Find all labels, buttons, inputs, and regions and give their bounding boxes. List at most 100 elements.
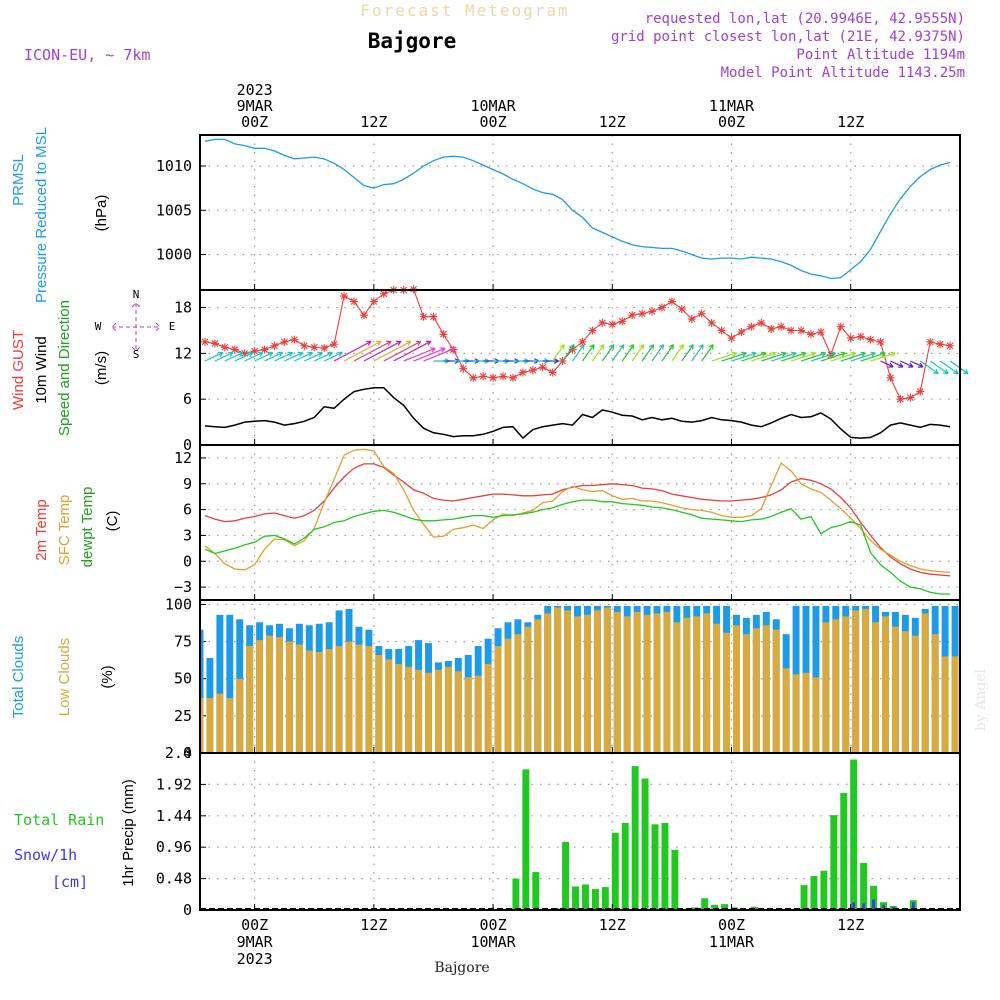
wind-direction-arrow xyxy=(641,344,655,362)
low-clouds-bar xyxy=(772,629,780,753)
low-clouds-bar xyxy=(464,677,472,753)
gust-marker xyxy=(359,311,368,320)
gust-marker xyxy=(856,332,865,341)
wind-direction-arrow xyxy=(621,344,635,362)
low-clouds-bar xyxy=(325,649,333,753)
pressure-label: Pressure Reduced to MSL xyxy=(33,127,50,303)
gust-marker xyxy=(866,335,875,344)
total-clouds-bar xyxy=(200,629,204,753)
gust-marker xyxy=(369,297,378,306)
gust-marker xyxy=(528,366,537,375)
low-clouds-bar xyxy=(653,613,661,753)
top-time-label: 2023 xyxy=(237,81,273,99)
bottom-time-label: 12Z xyxy=(360,916,387,934)
low-clouds-bar xyxy=(266,635,274,753)
low-clouds-bar xyxy=(514,634,522,753)
bottom-time-label: 00Z xyxy=(241,916,268,934)
low-clouds-bar xyxy=(315,651,323,753)
gust-marker xyxy=(618,317,627,326)
rain-bar xyxy=(532,872,540,910)
rain-bar xyxy=(512,878,520,910)
y-tick-label: 1005 xyxy=(156,201,192,219)
low-clouds-bar xyxy=(236,678,244,753)
y-tick-label: 100 xyxy=(165,595,192,613)
y-tick-label: 1010 xyxy=(156,157,192,175)
low-clouds-bar xyxy=(365,646,373,753)
compass-w: W xyxy=(95,320,102,333)
gust-marker xyxy=(270,341,279,350)
wind-direction-arrow xyxy=(850,351,876,362)
top-time-label: 9MAR xyxy=(237,97,274,115)
wind-direction-arrow xyxy=(542,358,559,364)
low-clouds-bar xyxy=(484,663,492,753)
temp-unit: (C) xyxy=(104,511,121,532)
rain-bar xyxy=(661,822,669,910)
low-clouds-bar xyxy=(732,625,740,753)
gust-marker xyxy=(200,337,209,346)
panel-background xyxy=(200,290,960,445)
y-tick-label: 0 xyxy=(183,552,192,570)
model-label: ICON-EU, ~ 7km xyxy=(24,46,150,64)
wind-direction-arrow xyxy=(919,360,939,375)
rain-label: Total Rain xyxy=(14,811,104,829)
rain-bar xyxy=(721,904,729,910)
model-point-altitude: Model Point Altitude 1143.25m xyxy=(721,65,965,81)
snow-bar xyxy=(911,902,915,910)
bottom-time-label: 2023 xyxy=(237,950,273,968)
low-clouds-bar xyxy=(593,610,601,753)
gust-marker xyxy=(439,330,448,339)
rain-bar xyxy=(641,778,649,910)
low-clouds-bar xyxy=(643,614,651,753)
low-clouds-bar xyxy=(703,613,711,753)
rain-bar xyxy=(810,875,818,910)
rain-bar xyxy=(562,841,570,910)
pressure-line xyxy=(204,138,951,280)
temp-sfc-line xyxy=(204,448,951,574)
wind-direction-arrow xyxy=(771,351,797,362)
snow-bar xyxy=(882,904,885,910)
rain-bar xyxy=(711,904,719,910)
y-tick-label: 0 xyxy=(183,436,192,454)
total-clouds-label: Total Clouds xyxy=(10,636,27,719)
wind-direction-arrow xyxy=(373,340,412,362)
gust-marker xyxy=(677,305,686,314)
gust-marker xyxy=(320,344,329,353)
gust-marker xyxy=(936,340,945,349)
gust-marker xyxy=(717,326,726,335)
low-clouds-bar xyxy=(474,675,482,753)
wind-direction-arrow xyxy=(830,351,857,362)
gust-marker xyxy=(777,322,786,331)
panel-border xyxy=(199,752,961,911)
gust-marker xyxy=(816,327,825,336)
wind-direction-arrow xyxy=(721,351,747,362)
low-clouds-bar xyxy=(812,677,820,753)
top-time-label: 11MAR xyxy=(709,97,755,115)
y-tick-label: 1000 xyxy=(156,246,192,264)
top-time-label: 12Z xyxy=(360,113,387,131)
low-clouds-bar xyxy=(742,634,750,753)
wind-direction-arrow xyxy=(562,344,575,362)
gust-marker xyxy=(538,363,547,372)
top-time-label: 10MAR xyxy=(470,97,516,115)
low-clouds-bar xyxy=(564,610,572,753)
rain-bar xyxy=(691,907,699,910)
wind-direction-arrow xyxy=(671,344,684,362)
rain-bar xyxy=(631,766,639,910)
low-clouds-bar xyxy=(941,656,949,753)
panel-background xyxy=(200,445,960,600)
low-clouds-bar xyxy=(752,628,760,753)
gust-marker xyxy=(737,327,746,336)
low-clouds-bar xyxy=(444,666,452,753)
gust-marker xyxy=(727,334,736,343)
rain-bar xyxy=(830,815,838,910)
wind-direction-arrow xyxy=(929,360,949,375)
top-time-label: 12Z xyxy=(837,113,864,131)
y-tick-label: 3 xyxy=(183,526,192,544)
low-clouds-bar xyxy=(256,640,264,753)
gust-marker xyxy=(598,318,607,327)
panel-side-labels: PRMSL Pressure Reduced to MSL (hPa) Wind GU… xyxy=(10,127,175,891)
wind-direction-arrow xyxy=(254,351,274,362)
low-clouds-bar xyxy=(494,646,502,753)
